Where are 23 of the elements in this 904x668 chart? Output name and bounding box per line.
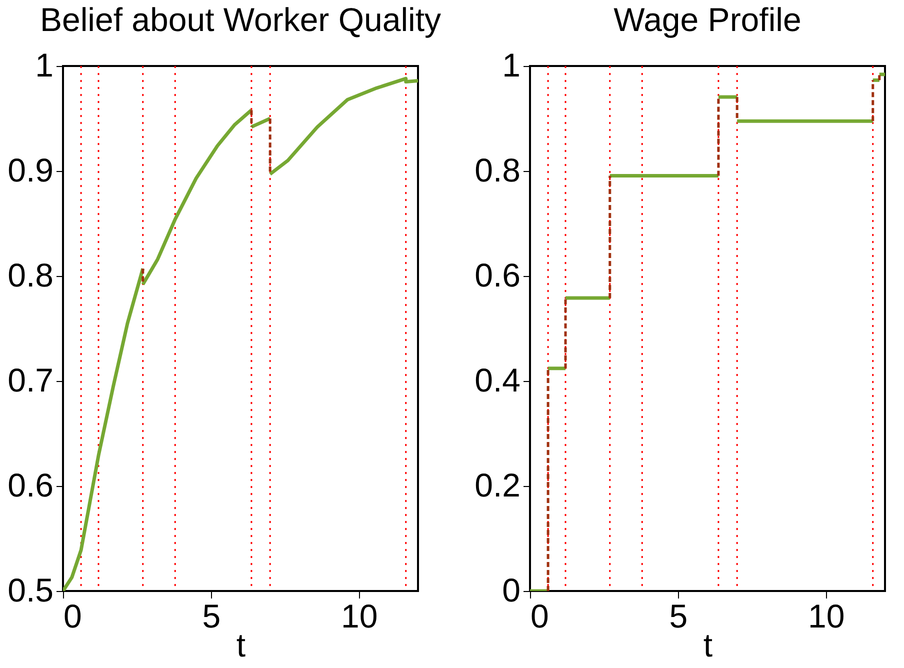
y-tick-label: 0.6 [474, 256, 520, 294]
y-tick-label: 0.5 [8, 572, 54, 608]
x-tick-label: 10 [808, 598, 845, 634]
y-tick-label: 1 [35, 46, 54, 84]
x-tick-label: 10 [340, 598, 378, 634]
y-tick-label: 0.2 [474, 466, 520, 504]
y-tick-label: 0.9 [8, 152, 54, 188]
x-tick-label: 5 [669, 598, 688, 634]
chart-title: Belief about Worker Quality [40, 1, 442, 38]
y-tick-label: 1 [502, 46, 520, 84]
x-axis-title: t [236, 626, 246, 664]
x-axis-title: t [703, 626, 713, 664]
y-tick-label: 0 [502, 572, 520, 608]
y-tick-label: 0.8 [8, 256, 54, 294]
line-series [268, 76, 418, 176]
y-tick-label: 0.4 [474, 362, 520, 398]
x-tick-label: 0 [64, 598, 82, 634]
x-tick-label: 5 [202, 598, 221, 634]
y-tick-label: 0.6 [8, 466, 54, 504]
chart-title: Wage Profile [614, 1, 802, 38]
y-tick-label: 0.7 [8, 362, 54, 398]
x-tick-label: 0 [530, 598, 549, 634]
y-tick-label: 0.8 [474, 152, 520, 188]
